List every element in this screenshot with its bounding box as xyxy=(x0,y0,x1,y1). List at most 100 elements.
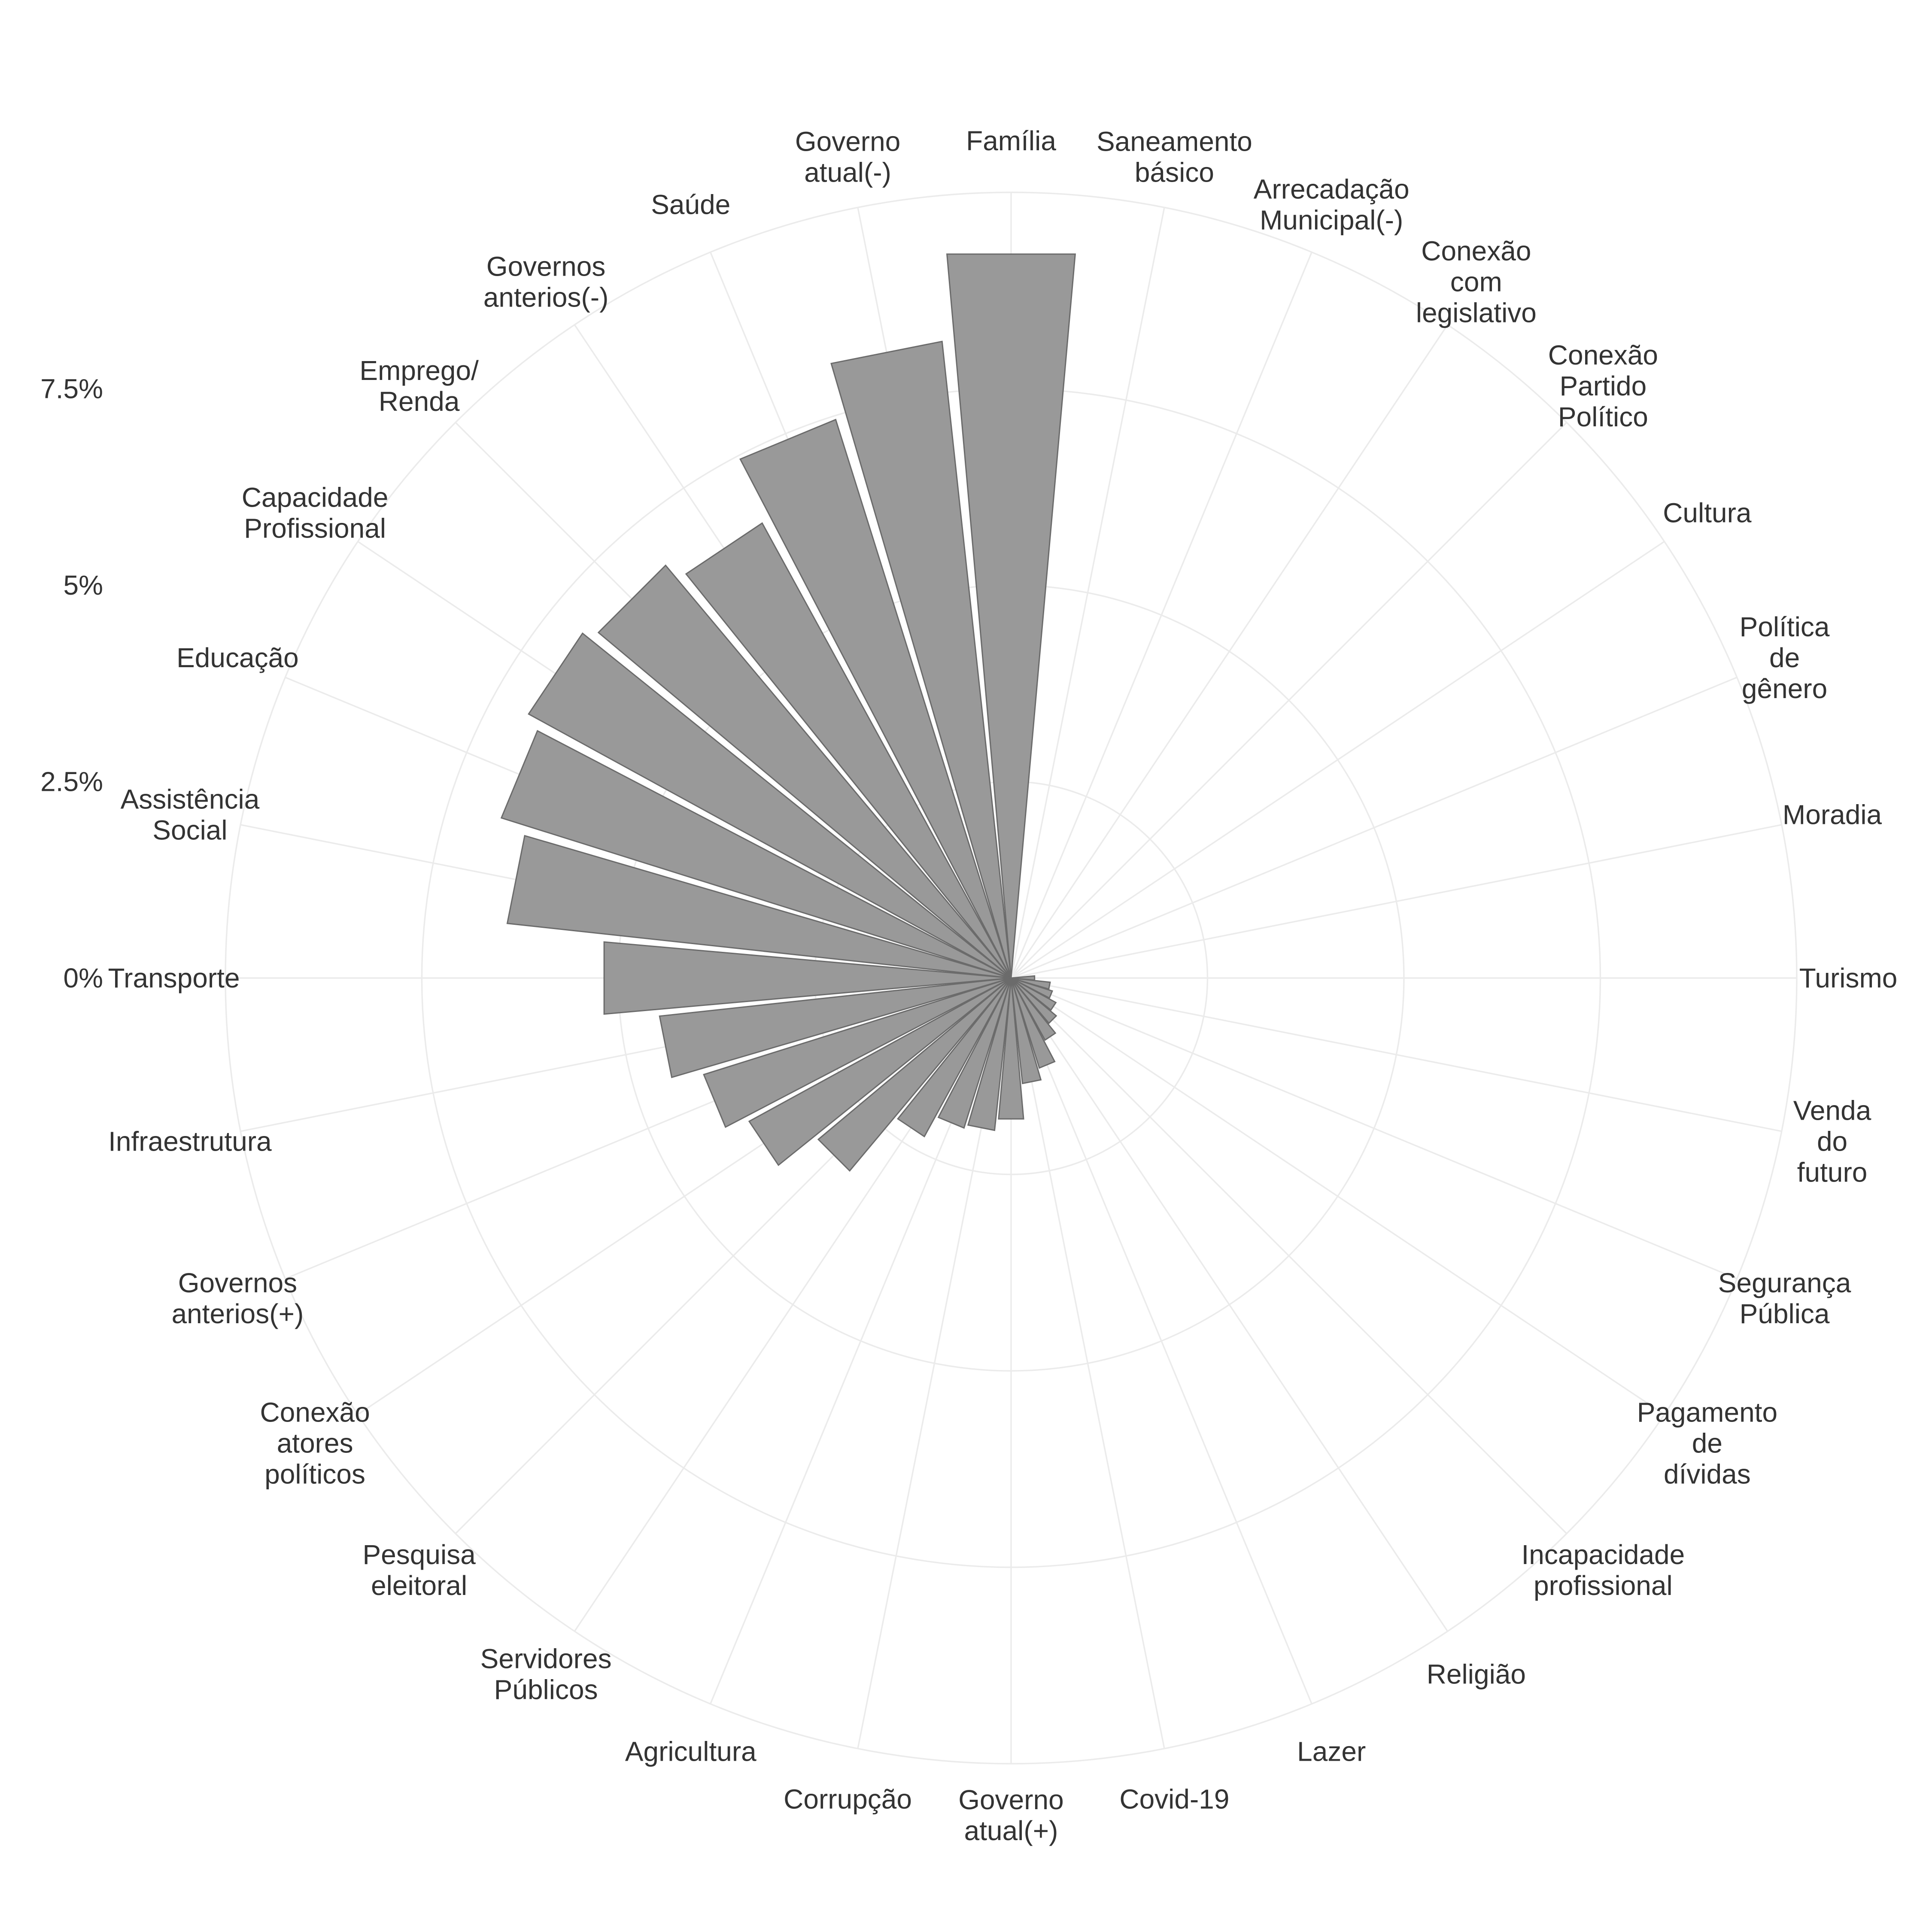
category-label-line: Servidores xyxy=(480,1643,612,1674)
category-label-line: Conexão xyxy=(1548,340,1658,371)
category-label-line: Saúde xyxy=(651,189,730,220)
category-label-line: do xyxy=(1817,1126,1847,1157)
category-label-line: gênero xyxy=(1742,673,1827,704)
radial-tick-label: 7.5% xyxy=(40,374,103,404)
category-label-line: legislativo xyxy=(1416,298,1537,328)
category-label-line: de xyxy=(1769,642,1800,673)
category-label-line: Religião xyxy=(1427,1659,1526,1689)
category-label-line: Turismo xyxy=(1799,963,1898,993)
category-label: Conexão Partido Político xyxy=(1548,340,1658,432)
grid-spoke xyxy=(1011,824,1782,979)
grid-spoke xyxy=(1010,978,1449,1632)
category-label: Infraestrutura xyxy=(108,1126,272,1157)
bar-educação xyxy=(500,730,1012,979)
grid-spoke xyxy=(1011,541,1665,979)
category-label-line: Covid-19 xyxy=(1119,1784,1229,1815)
category-label-line: Governos xyxy=(486,251,605,282)
category-label: Capacidade Profissional xyxy=(242,482,389,544)
bar-governos-anterios(+) xyxy=(703,977,1012,1128)
category-label-line: Assistência xyxy=(121,784,260,815)
category-label-line: Segurança xyxy=(1718,1267,1851,1298)
category-label: Conexão atores políticos xyxy=(260,1397,370,1489)
category-label: Educação xyxy=(176,642,299,673)
category-label: Lazer xyxy=(1297,1736,1366,1767)
bar-servidores-públicos xyxy=(896,978,1012,1138)
grid-spoke xyxy=(1011,977,1665,1416)
category-label: Agricultura xyxy=(625,1736,756,1767)
category-label-line: Família xyxy=(966,125,1056,156)
category-label-line: Venda xyxy=(1793,1095,1871,1126)
category-label-line: Política xyxy=(1740,611,1830,642)
category-label: Cultura xyxy=(1663,498,1752,529)
grid-spoke xyxy=(1010,978,1165,1749)
category-label: Governo atual(+) xyxy=(958,1784,1063,1846)
category-label-line: Saneamento xyxy=(1097,126,1252,157)
category-label: Transporte xyxy=(108,963,240,993)
category-label-line: atual(+) xyxy=(964,1815,1058,1846)
grid-spoke xyxy=(1010,252,1312,978)
bar-assistência-social xyxy=(506,835,1012,979)
category-label-line: Agricultura xyxy=(625,1736,756,1767)
category-label: Covid-19 xyxy=(1119,1784,1229,1815)
category-label-line: Pagamento xyxy=(1637,1397,1777,1428)
category-label-line: anterios(-) xyxy=(483,282,609,313)
category-label: Turismo xyxy=(1799,963,1898,993)
category-label-line: dívidas xyxy=(1664,1458,1751,1489)
radial-tick-label: 2.5% xyxy=(40,766,103,797)
category-label-line: Governo xyxy=(958,1784,1063,1815)
category-label: Governo atual(-) xyxy=(795,126,900,188)
category-label-line: Corrupção xyxy=(784,1784,912,1815)
category-label: Governos anterios(+) xyxy=(172,1267,304,1329)
bar-agricultura xyxy=(937,978,1012,1129)
category-label: Saneamento básico xyxy=(1097,126,1252,188)
category-label: Família xyxy=(966,125,1056,156)
grid-spoke xyxy=(1010,324,1449,978)
category-label-line: atores xyxy=(277,1428,353,1458)
category-label-line: anterios(+) xyxy=(172,1298,304,1329)
bar-saúde xyxy=(739,419,1012,978)
category-label: Servidores Públicos xyxy=(480,1643,612,1705)
grid-spoke xyxy=(1010,207,1165,978)
bar-pesquisa-eleitoral xyxy=(817,977,1012,1172)
tick-layer: 0% 2.5% 5% 7.5% xyxy=(40,374,103,994)
category-label-line: Municipal(-) xyxy=(1260,204,1403,235)
category-label: Arrecadação Municipal(-) xyxy=(1254,173,1410,235)
category-label-line: Social xyxy=(152,815,227,846)
grid-spoke xyxy=(1010,422,1567,979)
category-label-line: básico xyxy=(1135,157,1214,188)
bar-covid-19 xyxy=(1010,978,1042,1084)
category-label-line: Capacidade xyxy=(242,482,389,513)
category-label: Conexão com legislativo xyxy=(1416,236,1537,328)
radial-tick-label: 0% xyxy=(64,963,103,993)
bar-conexão-atores-políticos xyxy=(748,977,1012,1166)
category-label-line: Político xyxy=(1558,401,1648,432)
category-label-line: Partido xyxy=(1559,371,1646,401)
category-label-line: Pesquisa xyxy=(363,1539,476,1570)
category-label-line: Profissional xyxy=(244,513,386,544)
bar-religião xyxy=(1010,978,1057,1041)
category-label-line: Infraestrutura xyxy=(108,1126,272,1157)
category-label: Governos anterios(-) xyxy=(483,251,609,313)
category-label: Saúde xyxy=(651,189,730,220)
bar-corrupção xyxy=(967,978,1012,1131)
category-label-line: de xyxy=(1692,1428,1722,1458)
category-label-line: Arrecadação xyxy=(1254,173,1410,204)
category-label: Incapacidade profissional xyxy=(1521,1539,1685,1601)
grid-spoke xyxy=(1011,677,1738,979)
category-label-line: Cultura xyxy=(1663,498,1752,529)
bar-infraestrutura xyxy=(659,977,1012,1078)
category-label-line: Incapacidade xyxy=(1521,1539,1685,1570)
category-label: Moradia xyxy=(1783,799,1882,830)
category-label: Venda do futuro xyxy=(1793,1095,1871,1188)
category-label-line: com xyxy=(1450,267,1502,298)
category-label-line: Educação xyxy=(176,642,299,673)
bar-transporte xyxy=(603,941,1012,1015)
category-label: Assistência Social xyxy=(121,784,260,846)
grid-spoke xyxy=(1010,977,1567,1534)
category-label-line: Públicos xyxy=(494,1674,598,1705)
category-label-line: Governos xyxy=(178,1267,297,1298)
category-label: Corrupção xyxy=(784,1784,912,1815)
category-label-line: Renda xyxy=(379,386,460,417)
category-label-line: Pública xyxy=(1740,1298,1830,1329)
